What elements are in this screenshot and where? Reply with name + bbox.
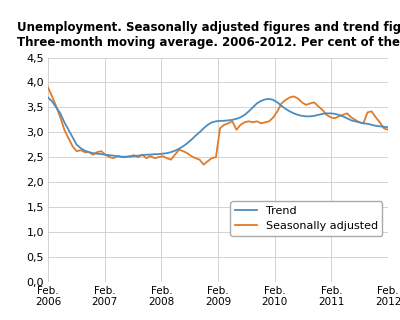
Line: Trend: Trend <box>48 97 388 157</box>
Seasonally adjusted <box>386 128 390 132</box>
Trend <box>308 115 312 118</box>
Text: Unemployment. Seasonally adjusted figures and trend figures.
Three-month moving : Unemployment. Seasonally adjusted figure… <box>18 21 400 49</box>
Seasonally adjusted <box>308 101 312 105</box>
Line: Seasonally adjusted: Seasonally adjusted <box>48 87 388 164</box>
Trend <box>66 128 71 132</box>
Trend <box>386 125 390 129</box>
Legend: Trend, Seasonally adjusted: Trend, Seasonally adjusted <box>230 201 382 236</box>
Trend <box>201 126 206 130</box>
Seasonally adjusted <box>324 113 329 117</box>
Trend <box>50 100 54 103</box>
Trend <box>218 119 222 123</box>
Seasonally adjusted <box>50 94 54 98</box>
Seasonally adjusted <box>218 126 222 130</box>
Trend <box>324 111 329 115</box>
Seasonally adjusted <box>201 163 206 166</box>
Trend <box>119 155 124 159</box>
Trend <box>46 95 50 99</box>
Seasonally adjusted <box>197 158 202 162</box>
Seasonally adjusted <box>66 136 71 140</box>
Seasonally adjusted <box>46 85 50 89</box>
